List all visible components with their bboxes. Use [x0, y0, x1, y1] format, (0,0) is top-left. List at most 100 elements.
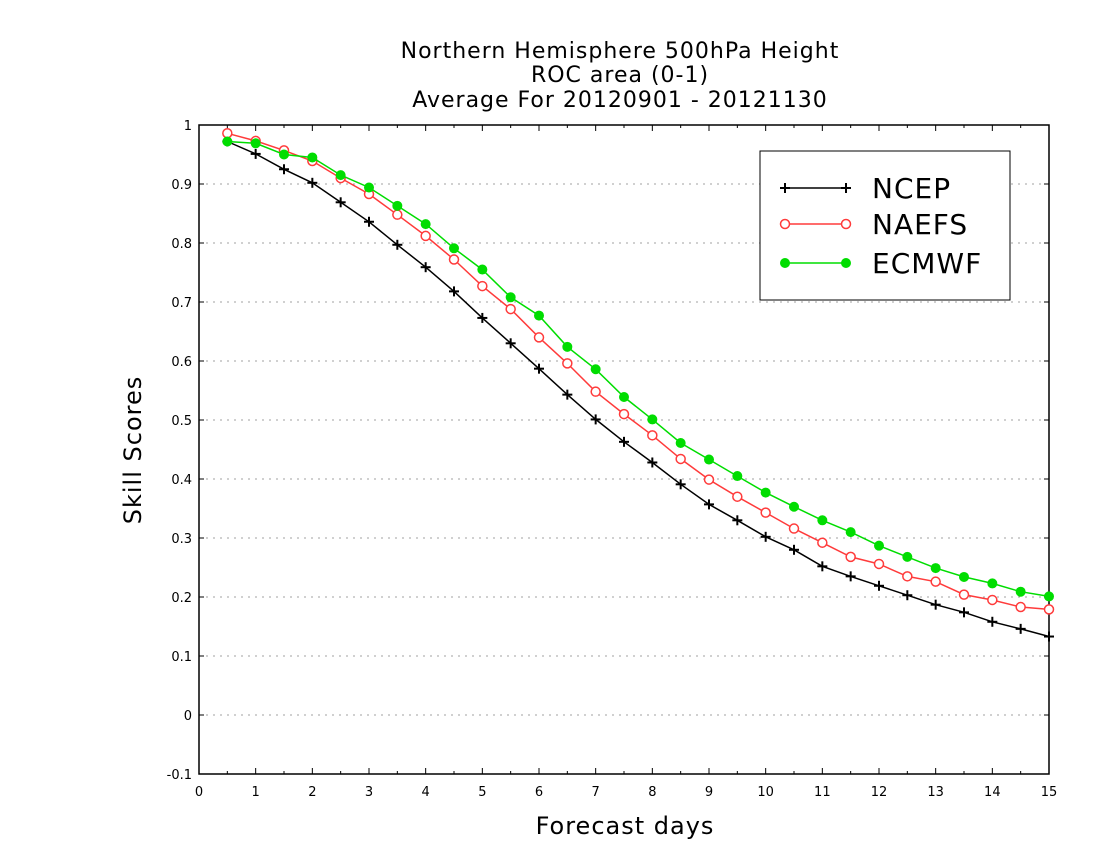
data-point-ecmwf — [959, 571, 969, 582]
data-point-naefs — [533, 332, 545, 343]
series-layer — [222, 128, 1055, 642]
y-tick-label: 0.4 — [171, 473, 192, 488]
data-point-naefs — [873, 558, 885, 570]
legend-item-ncep: NCEP — [780, 172, 951, 205]
data-point-naefs — [448, 254, 460, 265]
data-point-naefs — [675, 453, 686, 465]
data-point-ncep — [845, 571, 856, 582]
data-point-ncep — [874, 580, 884, 591]
data-point-ncep — [704, 499, 714, 510]
data-point-ecmwf — [930, 563, 941, 574]
data-point-ncep — [789, 544, 799, 555]
data-point-ecmwf — [335, 170, 346, 181]
y-tick-label: 0 — [184, 709, 192, 724]
data-point-ncep — [1015, 623, 1026, 634]
data-point-ecmwf — [449, 243, 459, 254]
data-point-ncep — [619, 436, 629, 447]
data-point-ncep — [902, 590, 913, 601]
data-point-ncep — [505, 338, 516, 349]
data-point-ecmwf — [817, 515, 828, 526]
x-tick-label: 11 — [814, 785, 831, 800]
data-point-naefs — [1043, 604, 1055, 615]
data-point-ecmwf — [704, 454, 714, 465]
legend-marker-ecmwf — [780, 258, 790, 268]
data-point-ecmwf — [675, 438, 686, 449]
data-point-ncep — [420, 262, 431, 273]
data-point-ncep — [562, 389, 573, 400]
data-point-ecmwf — [420, 219, 431, 230]
y-tick-label: -0.1 — [167, 768, 192, 783]
data-point-ecmwf — [619, 391, 629, 402]
x-tick-label: 0 — [195, 785, 203, 800]
legend-marker-ecmwf — [841, 258, 851, 268]
data-point-ncep — [959, 607, 969, 618]
data-point-ncep — [250, 148, 261, 159]
series-ncep — [222, 136, 1054, 642]
x-axis-label: Forecast days — [536, 812, 715, 840]
x-tick-label: 7 — [592, 785, 600, 800]
data-point-ncep — [307, 177, 318, 188]
data-point-naefs — [562, 358, 573, 369]
data-point-ncep — [335, 197, 346, 208]
x-tick-label: 3 — [365, 785, 373, 800]
data-point-ncep — [449, 286, 459, 297]
data-point-naefs — [222, 128, 233, 139]
data-point-ecmwf — [562, 341, 573, 352]
data-point-ecmwf — [250, 138, 261, 149]
x-tick-label: 8 — [648, 785, 656, 800]
data-point-naefs — [618, 408, 630, 420]
x-tick-label: 10 — [757, 785, 774, 800]
data-point-ecmwf — [222, 136, 233, 147]
legend-marker-ncep — [780, 183, 790, 193]
x-tick-label: 4 — [422, 785, 430, 800]
x-tick-label: 6 — [535, 785, 543, 800]
data-point-ncep — [534, 363, 544, 374]
data-point-ecmwf — [307, 152, 318, 163]
x-tick-label: 1 — [252, 785, 260, 800]
chart-title-line-2: ROC area (0-1) — [531, 63, 709, 88]
legend-item-ecmwf: ECMWF — [780, 247, 981, 280]
y-tick-label: 0.9 — [171, 178, 192, 193]
axis-ticks: -0.100.10.20.30.40.50.60.70.80.910 1 2 3 4 5 6… — [167, 119, 1058, 800]
x-tick-label: 5 — [478, 785, 486, 800]
data-point-ncep — [675, 479, 686, 490]
data-point-ecmwf — [1015, 586, 1026, 597]
y-tick-label: 1 — [184, 119, 192, 134]
x-tick-label: 2 — [308, 785, 316, 800]
chart-title-line-3: Average For 20120901 - 20121130 — [412, 88, 828, 113]
data-point-naefs — [505, 303, 516, 315]
data-point-naefs — [987, 594, 998, 606]
legend-item-naefs: NAEFS — [779, 208, 967, 241]
data-point-ncep — [279, 164, 289, 175]
y-tick-label: 0.1 — [171, 650, 192, 665]
data-point-naefs — [647, 430, 658, 441]
y-tick-label: 0.6 — [171, 355, 192, 370]
data-point-naefs — [477, 280, 488, 292]
data-point-ncep — [590, 414, 601, 425]
data-point-ecmwf — [760, 487, 771, 498]
data-point-ecmwf — [647, 414, 658, 425]
data-point-ecmwf — [477, 264, 488, 275]
data-point-ecmwf — [732, 471, 743, 482]
data-point-naefs — [817, 537, 828, 548]
data-point-naefs — [703, 474, 715, 485]
y-tick-label: 0.3 — [171, 532, 192, 547]
data-point-naefs — [958, 589, 970, 600]
series-naefs — [222, 128, 1055, 615]
legend-label-ncep: NCEP — [872, 172, 951, 205]
y-tick-label: 0.2 — [171, 591, 192, 606]
data-point-ecmwf — [902, 551, 913, 562]
data-point-ecmwf — [845, 527, 856, 538]
data-point-ecmwf — [590, 364, 601, 375]
data-point-naefs — [1015, 601, 1026, 613]
data-point-naefs — [760, 507, 771, 518]
data-point-ecmwf — [392, 200, 403, 211]
y-tick-label: 0.7 — [171, 296, 192, 311]
data-point-ncep — [930, 599, 941, 610]
data-point-ecmwf — [534, 310, 544, 321]
data-point-naefs — [420, 230, 431, 242]
y-tick-label: 0.5 — [171, 414, 192, 429]
data-point-ecmwf — [505, 292, 516, 303]
